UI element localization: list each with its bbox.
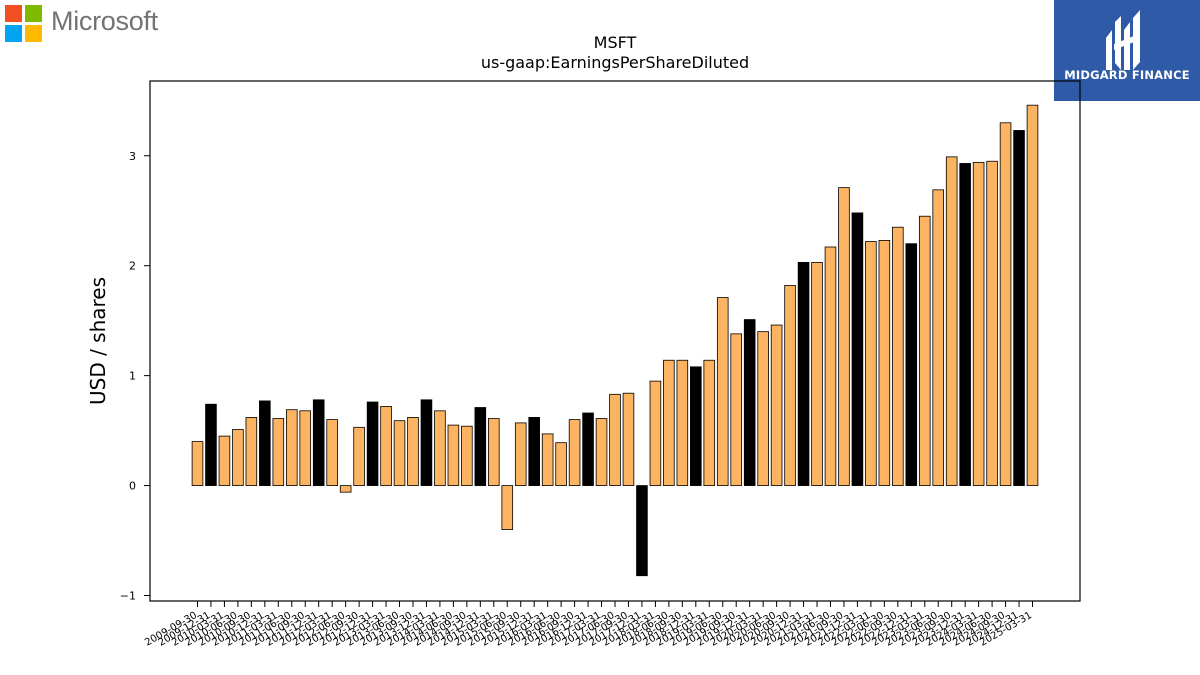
y-tick-label: 3 — [129, 150, 136, 163]
microsoft-logo: Microsoft — [5, 5, 185, 45]
bar-2015-09-30 — [514, 422, 527, 486]
bar-2013-09-30 — [407, 417, 419, 486]
bar-2015-06-30 — [501, 485, 514, 530]
bar-2019-06-30 — [716, 297, 729, 486]
bar-2022-09-30 — [892, 226, 904, 486]
y-tick-label: 1 — [129, 370, 136, 383]
midgard-logo-mark — [1054, 0, 1200, 101]
bar-2015-03-31 — [487, 418, 500, 486]
bar-2020-09-30 — [784, 285, 796, 486]
chart-title: MSFT — [594, 33, 637, 52]
y-axis-label: USD / shares — [86, 277, 110, 405]
bar-2016-12-31 — [582, 412, 594, 486]
bar-2014-09-30 — [461, 425, 473, 486]
bar-2010-09-30 — [245, 417, 258, 486]
bar-2011-03-31 — [272, 418, 285, 486]
y-axis-ticks: −1 0 1 2 3 — [120, 150, 150, 603]
bar-2018-06-30 — [663, 359, 675, 486]
bar-2015-12-31 — [528, 417, 540, 486]
bar-2022-06-30 — [878, 240, 891, 486]
midgard-finance-logo: MIDGARD FINANCE — [1054, 0, 1200, 101]
bar-2012-06-30 — [339, 485, 352, 493]
y-tick-label: 0 — [129, 480, 136, 493]
brand-name: MIDGARD FINANCE — [1064, 68, 1190, 82]
bar-2025-03-31 — [1026, 104, 1039, 486]
bars-layer — [191, 104, 1039, 577]
bar-2022-12-31 — [905, 243, 918, 486]
bar-2017-06-30 — [609, 393, 621, 486]
logo-square-red — [5, 5, 22, 22]
bar-2024-03-31 — [972, 161, 985, 486]
microsoft-wordmark: Microsoft — [51, 6, 158, 36]
logo-square-yellow — [25, 25, 42, 42]
bar-2018-12-31 — [690, 366, 702, 486]
bar-2024-06-30 — [986, 160, 998, 486]
x-axis-ticks: 2009-09-302009-12-312010-03-312010-06-30… — [143, 601, 1034, 649]
bar-2013-06-30 — [393, 420, 406, 486]
bar-2009-12-31 — [205, 403, 217, 486]
bar-2019-12-31 — [743, 319, 756, 486]
bar-2011-06-30 — [285, 409, 298, 486]
bar-2016-03-31 — [541, 433, 554, 486]
bar-2024-09-30 — [999, 122, 1012, 486]
bar-2014-03-31 — [434, 410, 446, 486]
bar-2011-12-31 — [312, 399, 325, 486]
bar-2009-09-30 — [191, 441, 204, 486]
bar-2023-12-31 — [959, 163, 971, 486]
logo-square-blue — [5, 25, 22, 42]
bar-2022-03-31 — [865, 241, 877, 486]
bar-2023-03-31 — [918, 215, 931, 486]
logo-square-green — [25, 5, 42, 22]
bar-2010-06-30 — [232, 429, 244, 486]
chart-subtitle: us-gaap:EarningsPerShareDiluted — [481, 53, 749, 72]
bar-2014-06-30 — [447, 424, 460, 486]
bar-2018-03-31 — [649, 380, 662, 486]
bar-2023-09-30 — [945, 156, 958, 486]
bar-2012-03-31 — [326, 419, 338, 486]
bar-2024-12-31 — [1013, 130, 1025, 486]
bar-2023-06-30 — [932, 189, 945, 486]
bar-2021-03-31 — [811, 261, 823, 486]
bar-2010-12-31 — [259, 400, 271, 486]
bar-2018-09-30 — [676, 359, 689, 486]
y-tick-label: −1 — [120, 590, 136, 603]
microsoft-windows-icon — [5, 5, 42, 42]
y-tick-label: 2 — [129, 260, 136, 273]
bar-2013-12-31 — [420, 399, 433, 486]
plot-area-frame — [149, 80, 1081, 602]
bar-2020-03-31 — [757, 331, 769, 486]
bar-2014-12-31 — [474, 407, 487, 486]
bar-2012-12-31 — [366, 401, 379, 486]
bar-2020-06-30 — [770, 324, 783, 486]
bar-2019-09-30 — [730, 333, 742, 486]
bar-2010-03-31 — [218, 435, 231, 486]
bar-2013-03-31 — [380, 406, 392, 486]
bar-2020-12-31 — [797, 261, 810, 486]
bar-2021-12-31 — [851, 212, 864, 486]
bar-2019-03-31 — [703, 359, 716, 486]
bar-2011-09-30 — [299, 410, 312, 486]
bar-2017-12-31 — [636, 485, 648, 577]
bar-2017-03-31 — [595, 418, 608, 486]
bar-2017-09-30 — [622, 392, 635, 486]
bar-2012-09-30 — [353, 426, 365, 486]
bar-2016-09-30 — [568, 419, 581, 486]
bar-2016-06-30 — [555, 442, 567, 486]
bar-2021-09-30 — [838, 187, 850, 486]
bar-2021-06-30 — [824, 246, 837, 486]
